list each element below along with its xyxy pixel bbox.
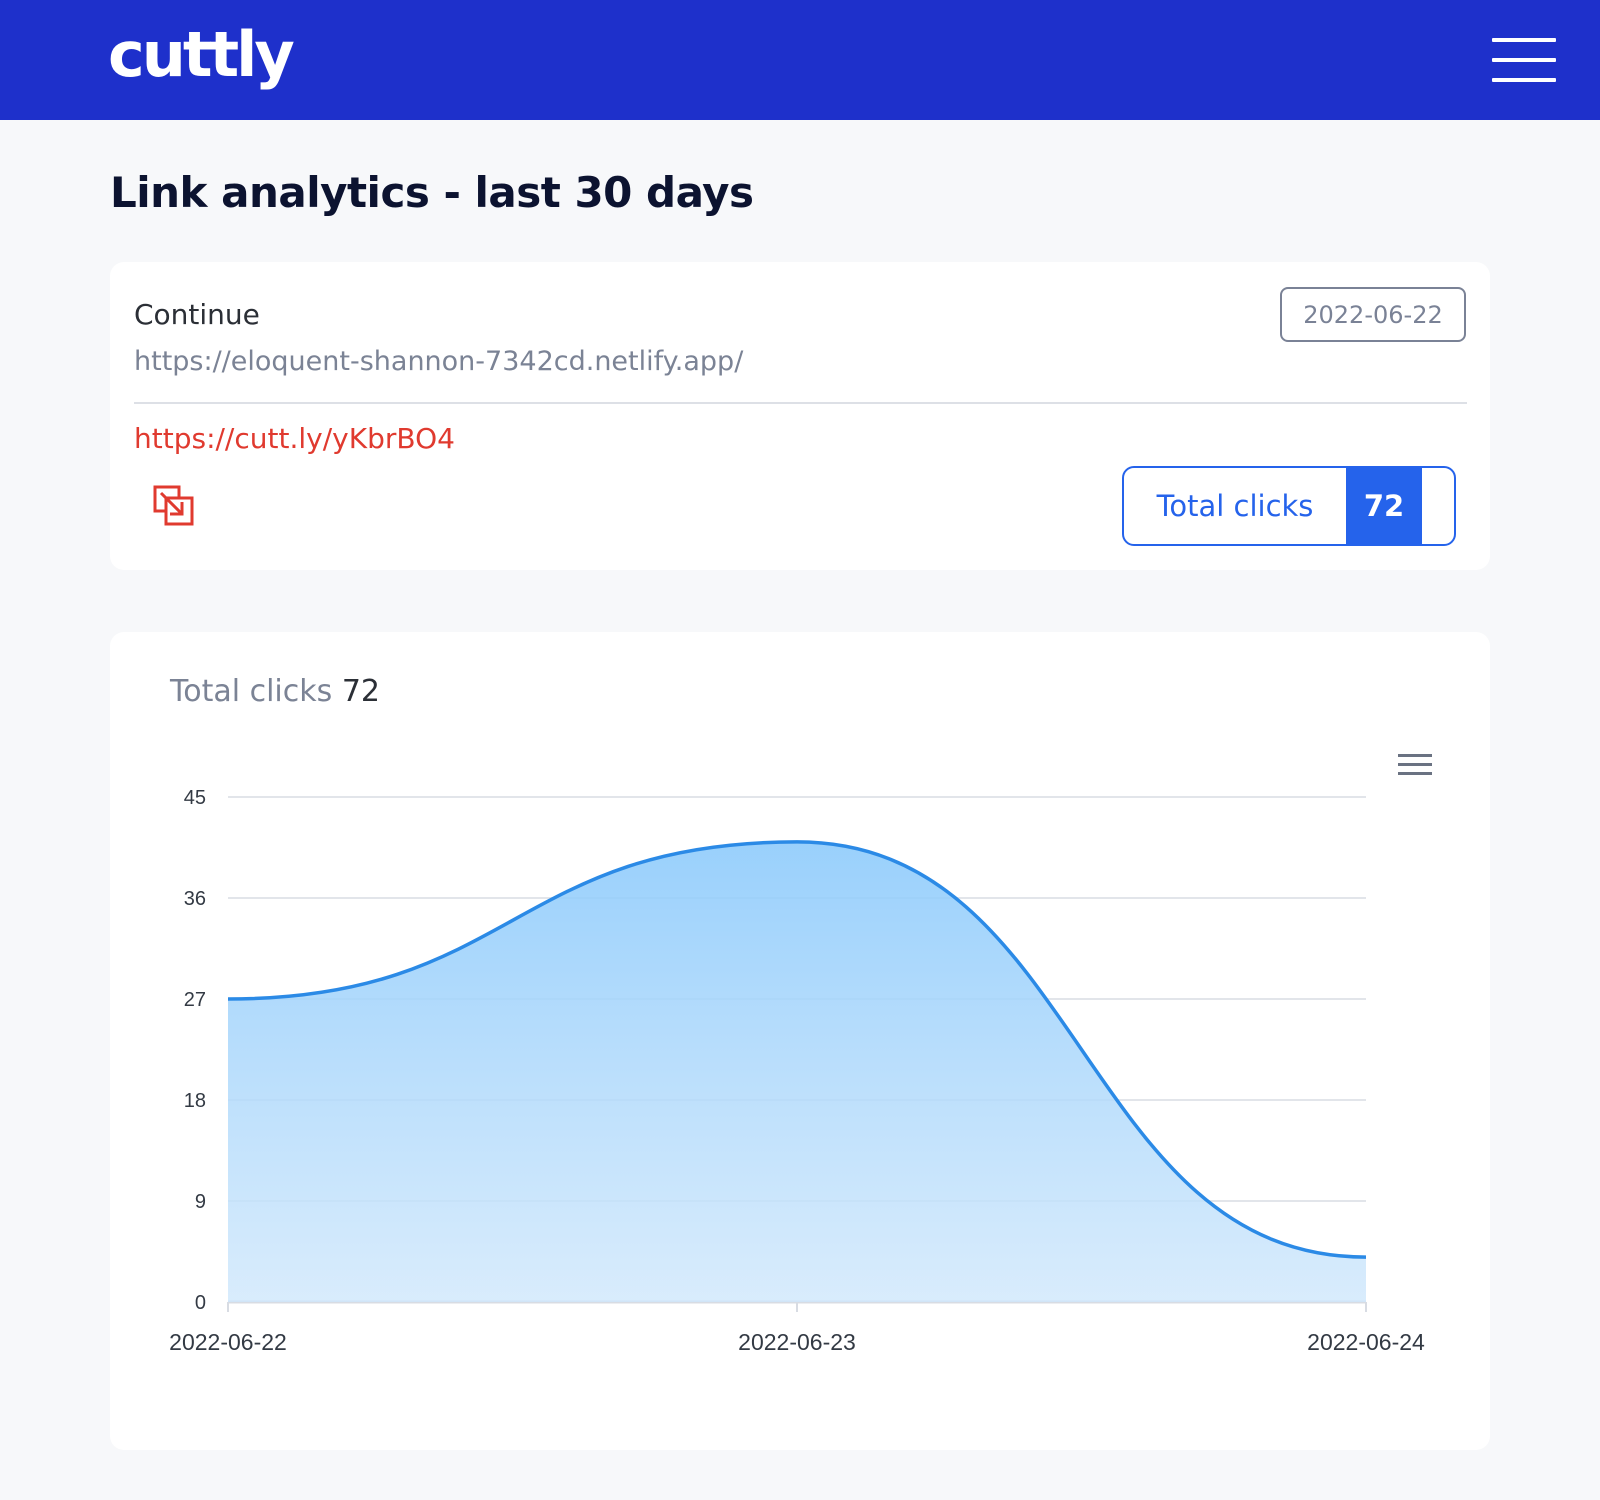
date-badge: 2022-06-22 bbox=[1280, 287, 1466, 342]
y-tick-label: 18 bbox=[184, 1090, 206, 1112]
total-clicks-count: 72 bbox=[1346, 468, 1422, 544]
chart-title-label: Total clicks bbox=[170, 674, 333, 709]
series-line bbox=[227, 840, 1367, 1259]
x-tick-label: 2022-06-23 bbox=[738, 1329, 856, 1355]
series-area bbox=[228, 841, 1366, 1302]
y-tick-label: 0 bbox=[195, 1292, 206, 1314]
hamburger-menu-icon[interactable] bbox=[1492, 38, 1556, 86]
long-url[interactable]: https://eloquent-shannon-7342cd.netlify.… bbox=[134, 346, 744, 377]
navbar: cuttly bbox=[0, 0, 1600, 120]
chart-card: Total clicks 72 0 9 18 27 36 45 2022-06-22 2022… bbox=[110, 632, 1490, 1450]
clicks-area-chart: 0 9 18 27 36 45 2022-06-22 2022-06-23 2022-06-24 bbox=[169, 787, 1425, 1355]
total-clicks-button[interactable]: Total clicks 72 bbox=[1122, 466, 1456, 546]
copy-icon[interactable] bbox=[152, 484, 196, 528]
cuttly-logo[interactable]: cuttly bbox=[108, 18, 295, 91]
y-tick-label: 9 bbox=[195, 1191, 206, 1213]
chart-menu-icon[interactable] bbox=[1398, 754, 1432, 778]
y-tick-label: 27 bbox=[184, 989, 206, 1011]
x-tick-label: 2022-06-22 bbox=[169, 1329, 287, 1355]
link-name: Continue bbox=[134, 298, 260, 331]
short-url-link[interactable]: https://cutt.ly/yKbrBO4 bbox=[134, 422, 455, 455]
chart-title-count: 72 bbox=[341, 674, 380, 709]
chart-title: Total clicks 72 bbox=[170, 674, 380, 709]
y-tick-label: 45 bbox=[184, 787, 206, 809]
total-clicks-label: Total clicks bbox=[1156, 489, 1314, 523]
link-card: Continue 2022-06-22 https://eloquent-sha… bbox=[110, 262, 1490, 570]
y-tick-label: 36 bbox=[184, 888, 206, 910]
page-title: Link analytics - last 30 days bbox=[110, 168, 754, 217]
divider bbox=[134, 402, 1467, 404]
x-tick-label: 2022-06-24 bbox=[1307, 1329, 1425, 1355]
